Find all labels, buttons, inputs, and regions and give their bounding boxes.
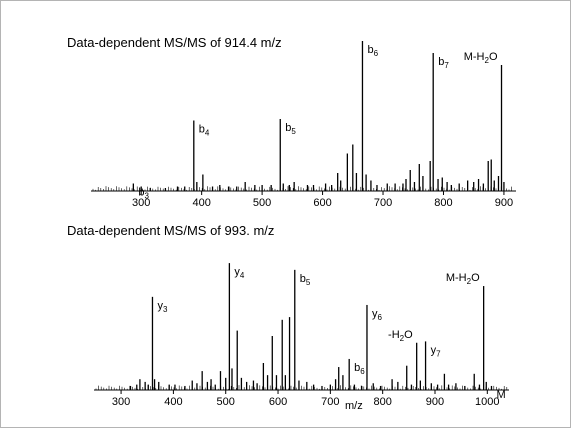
peak-label: b5 — [300, 273, 311, 287]
peak-label: M-H2O — [464, 51, 498, 65]
baseline-noise — [92, 186, 512, 191]
x-tick-label: 1000 — [475, 396, 499, 408]
x-tick-label: 800 — [434, 197, 452, 209]
x-tick-label: 900 — [495, 197, 513, 209]
chart-title-top: Data-dependent MS/MS of 914.4 m/z — [67, 35, 282, 50]
peak-label: y3 — [157, 300, 168, 314]
x-tick-label: 300 — [112, 396, 130, 408]
peak-label: y6 — [372, 308, 383, 322]
peak-label: b6 — [354, 362, 365, 376]
peak-label: y4 — [234, 266, 245, 280]
baseline-noise — [95, 385, 508, 390]
x-tick-label: 300 — [132, 197, 150, 209]
x-tick-label: 600 — [313, 197, 331, 209]
peak-label: M — [496, 389, 505, 401]
peak-label: b3 — [138, 187, 149, 201]
peak-label: -H2O — [388, 329, 413, 343]
x-tick-label: 900 — [426, 396, 444, 408]
x-tick-label: 500 — [253, 197, 271, 209]
x-tick-label: 400 — [192, 197, 210, 209]
peak-label: b7 — [438, 56, 449, 70]
spectrum-panel-top: Data-dependent MS/MS of 914.4 m/z 300 400… — [67, 35, 516, 209]
peak-label: M-H2O — [446, 272, 480, 286]
peak-label: b6 — [367, 44, 378, 58]
x-tick-label: 800 — [373, 396, 391, 408]
x-axis-label: m/z — [345, 400, 363, 412]
peak-label: y7 — [431, 344, 442, 358]
x-tick-label: 400 — [164, 396, 182, 408]
x-tick-label: 700 — [374, 197, 392, 209]
x-tick-label: 600 — [269, 396, 287, 408]
peak-label: b5 — [285, 122, 296, 136]
chart-title-bottom: Data-dependent MS/MS of 993. m/z — [67, 223, 274, 238]
spectrum-panel-bottom: Data-dependent MS/MS of 993. m/z m/z 300… — [67, 223, 509, 412]
peak-label: b4 — [199, 124, 210, 138]
x-tick-label: 700 — [321, 396, 339, 408]
x-tick-label: 500 — [217, 396, 235, 408]
